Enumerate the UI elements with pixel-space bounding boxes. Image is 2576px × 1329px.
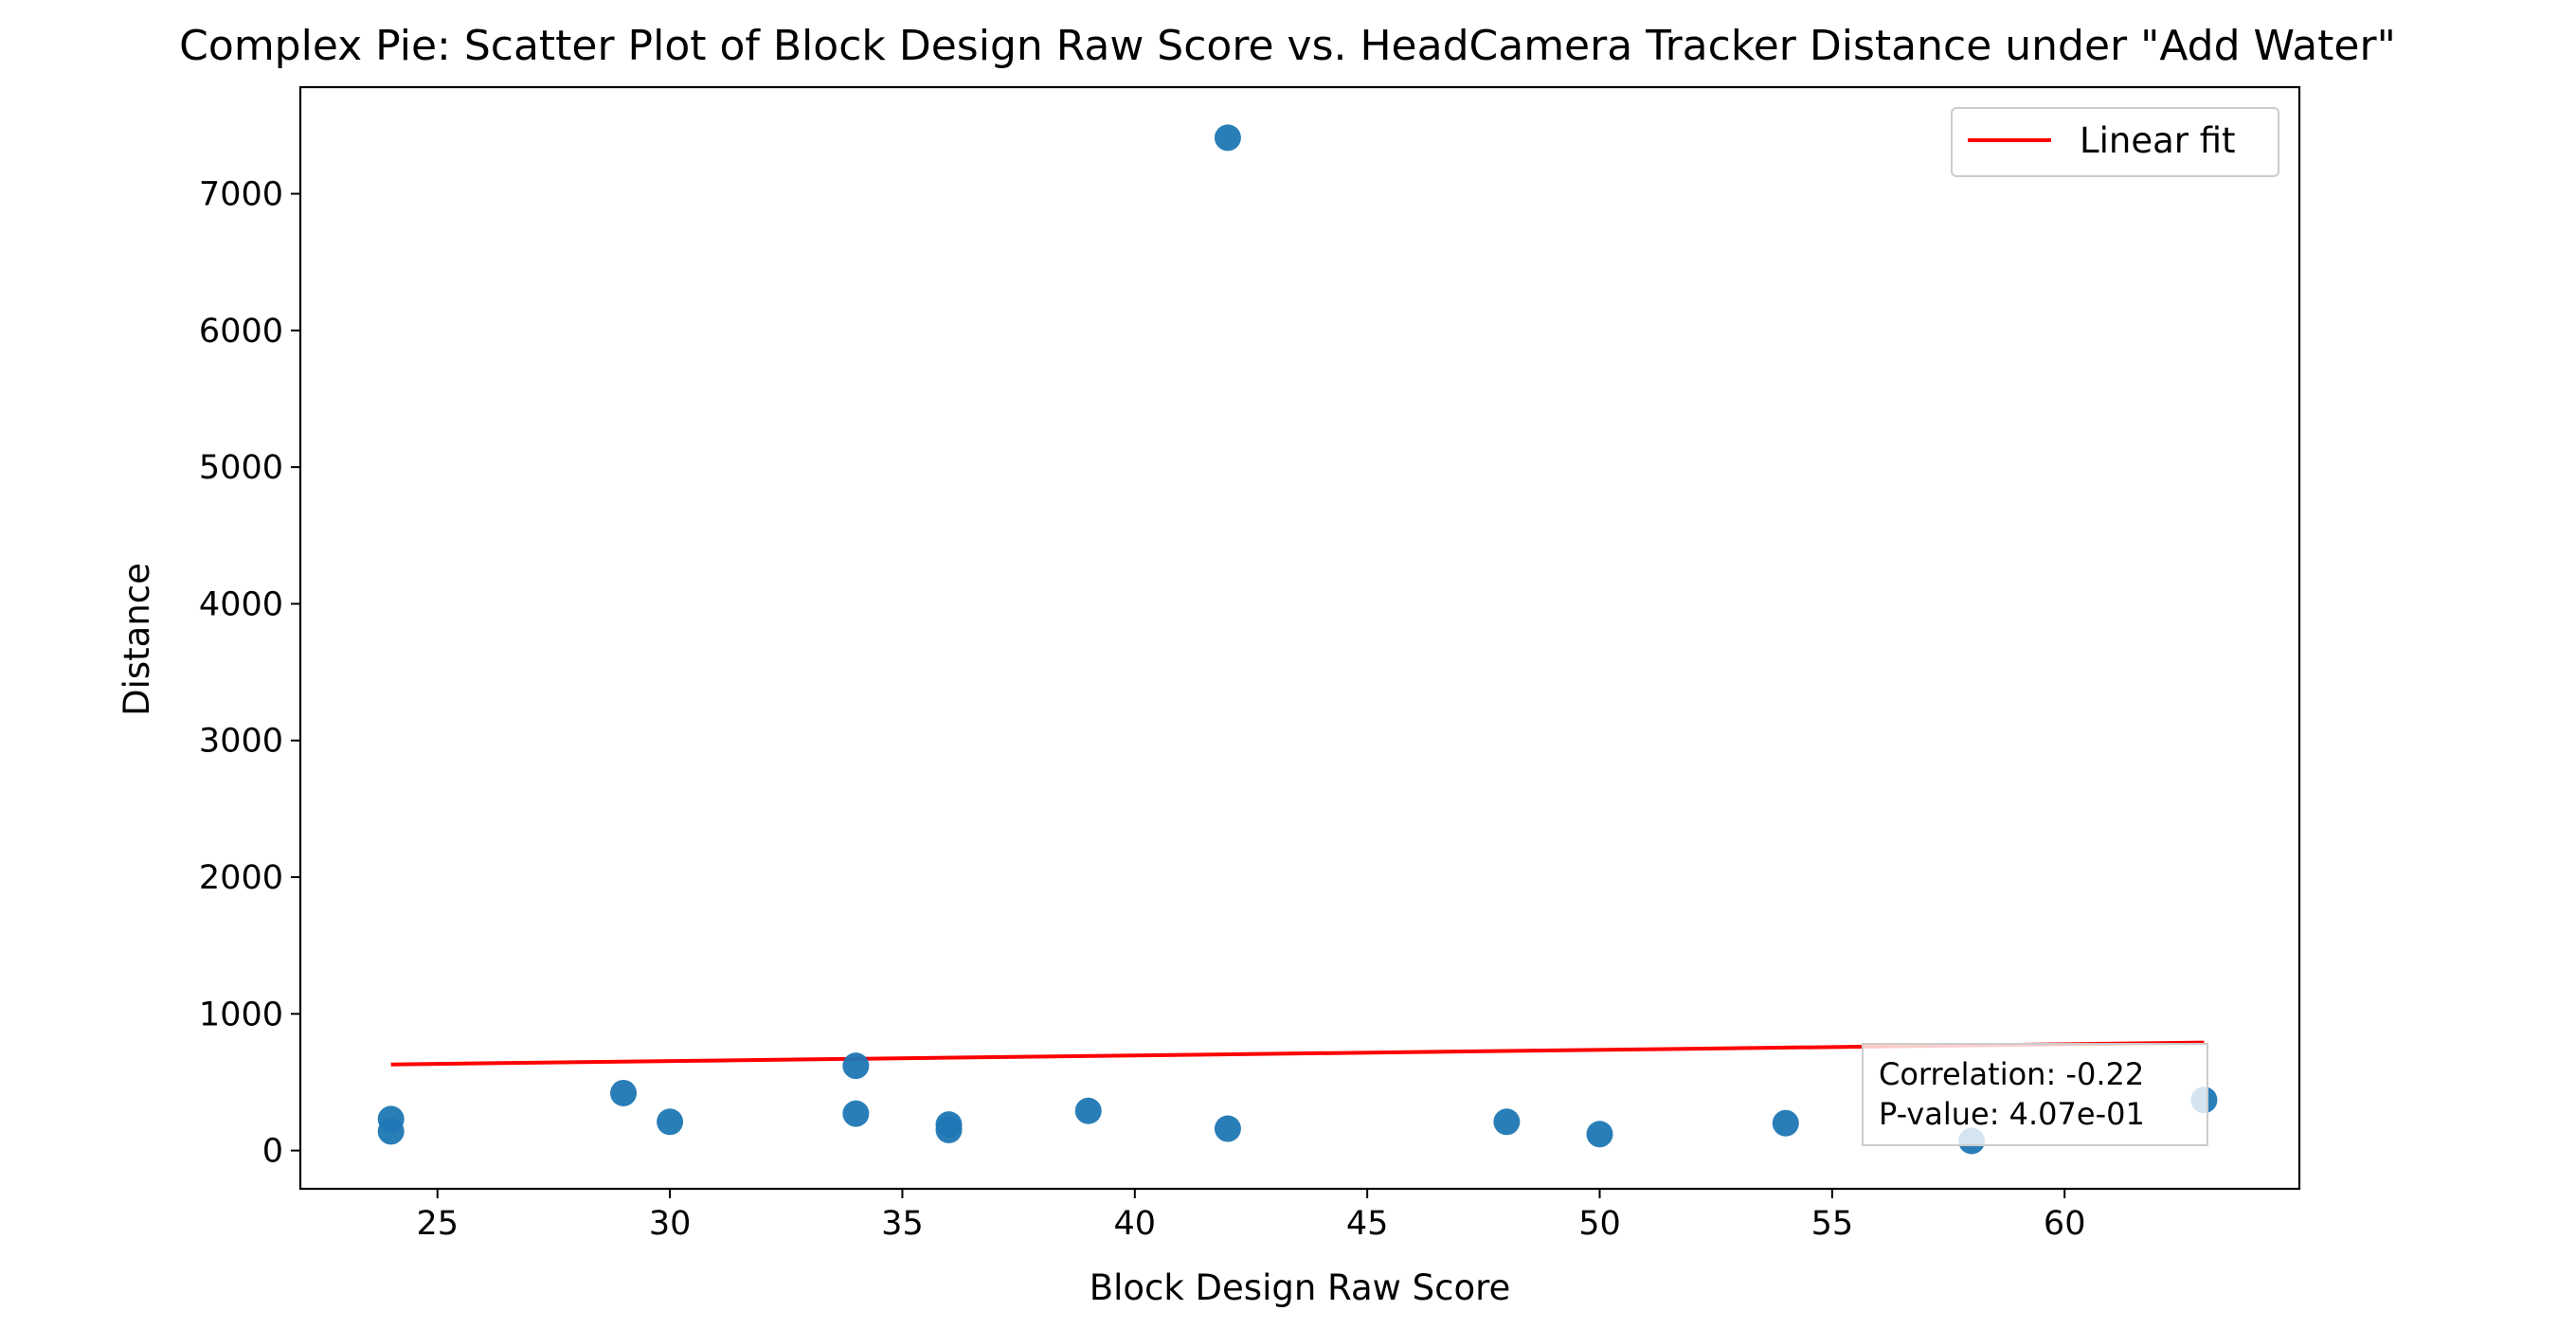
- data-point: [842, 1052, 870, 1080]
- y-tick-label: 2000: [199, 859, 283, 897]
- x-tick-label: 30: [649, 1205, 692, 1243]
- data-point: [1074, 1097, 1102, 1124]
- data-point: [1493, 1108, 1521, 1136]
- p-value-text: P-value: 4.07e-01: [1879, 1096, 2145, 1132]
- stats-box: [1862, 1043, 2208, 1146]
- stats-annotation: Correlation: -0.22 P-value: 4.07e-01: [1862, 1043, 2208, 1146]
- plot-frame: [298, 85, 2301, 1191]
- chart-title: Complex Pie: Scatter Plot of Block Desig…: [179, 22, 2396, 70]
- y-axis-label: Distance: [117, 563, 157, 716]
- y-tick-label: 3000: [199, 723, 283, 761]
- data-point: [377, 1118, 405, 1145]
- y-tick-label: 4000: [199, 585, 283, 623]
- x-tick-label: 40: [1114, 1205, 1157, 1243]
- y-tick-label: 0: [262, 1133, 283, 1171]
- x-tick-label: 55: [1811, 1205, 1854, 1243]
- data-point: [935, 1116, 963, 1143]
- x-tick-label: 25: [416, 1205, 459, 1243]
- correlation-text: Correlation: -0.22: [1879, 1056, 2144, 1092]
- x-tick-label: 50: [1578, 1205, 1621, 1243]
- data-point: [1586, 1121, 1613, 1148]
- data-point: [610, 1079, 638, 1106]
- legend-label-linear-fit: Linear fit: [2080, 120, 2236, 161]
- data-point: [1214, 1115, 1241, 1142]
- data-point: [1772, 1109, 1799, 1137]
- legend-box: [1951, 107, 2279, 177]
- plot-area: [300, 87, 2299, 1189]
- data-point: [657, 1108, 684, 1136]
- x-axis-label: Block Design Raw Score: [1090, 1267, 1511, 1308]
- x-tick-label: 45: [1346, 1205, 1389, 1243]
- x-tick-label: 60: [2044, 1205, 2086, 1243]
- y-tick-label: 6000: [199, 313, 283, 350]
- y-tick-label: 5000: [199, 449, 283, 487]
- y-axis-ticks: 0 1000 2000 3000 4000 5000 6000 7000: [199, 176, 300, 1171]
- y-tick-label: 1000: [199, 996, 283, 1033]
- x-tick-label: 35: [881, 1205, 924, 1243]
- x-axis-ticks: 25 30 35 40 45 50 55 60: [416, 1189, 2085, 1243]
- legend: Linear fit: [1951, 107, 2279, 177]
- y-tick-label: 7000: [199, 176, 283, 214]
- data-point: [842, 1100, 870, 1127]
- data-point: [1214, 124, 1241, 152]
